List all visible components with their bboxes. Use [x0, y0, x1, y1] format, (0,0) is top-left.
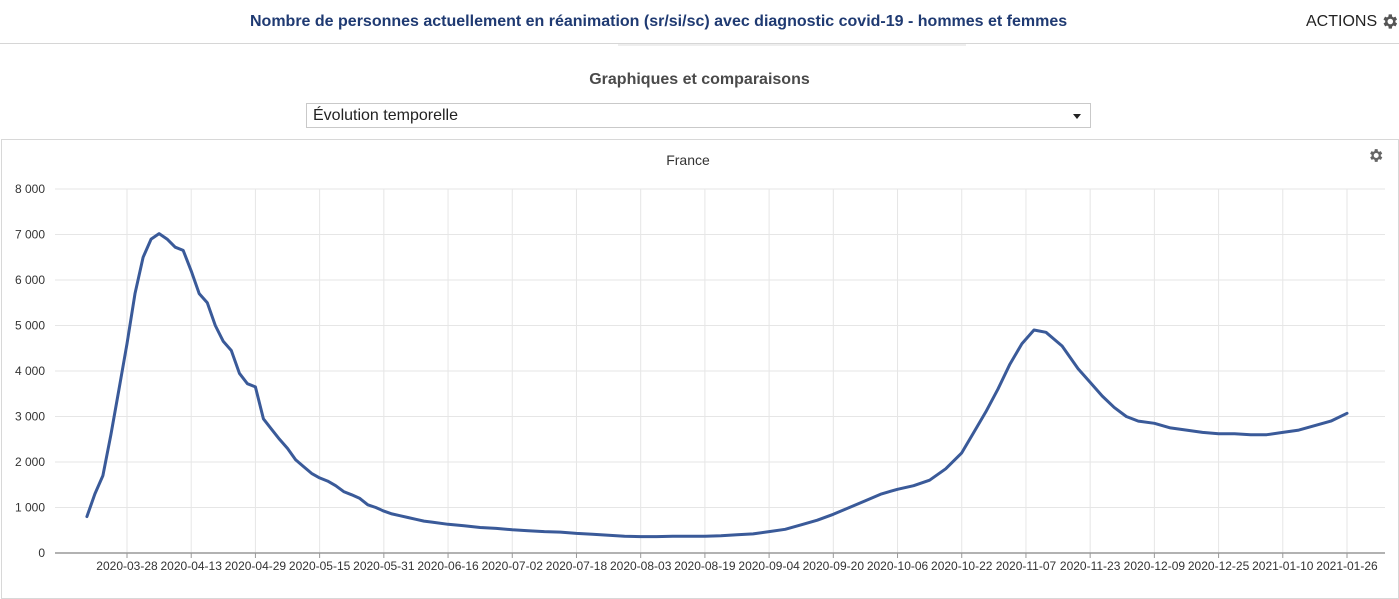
- x-axis-ticks: 2020-03-28 2020-04-13 2020-04-29 2020-05-15…: [96, 559, 1378, 573]
- x-tick-label: 2020-07-18: [546, 559, 608, 573]
- x-tick-label: 2020-08-03: [610, 559, 672, 573]
- x-tick-label: 2021-01-26: [1316, 559, 1378, 573]
- gear-icon: [1380, 12, 1399, 31]
- gear-icon: [1367, 149, 1384, 168]
- y-tick-label: 5 000: [15, 319, 45, 333]
- chevron-down-icon: [1073, 114, 1081, 119]
- actions-button[interactable]: ACTIONS: [1306, 12, 1399, 31]
- x-tick-label: 2020-10-22: [931, 559, 993, 573]
- y-tick-label: 3 000: [15, 410, 45, 424]
- series-line: [85, 232, 1349, 539]
- y-axis-ticks: 0 1 000 2 000 3 000 4 000 5 000 6 000 7 000 8 00…: [15, 182, 45, 560]
- section-title: Graphiques et comparaisons: [589, 71, 810, 88]
- x-tick-label: 2020-08-19: [674, 559, 736, 573]
- y-tick-label: 6 000: [15, 273, 45, 287]
- chart-panel: [1, 139, 1399, 599]
- horizontal-gridlines: [55, 188, 1385, 508]
- page-title: Nombre de personnes actuellement en réan…: [250, 13, 1068, 30]
- y-tick-label: 8 000: [15, 182, 45, 196]
- x-tick-label: 2020-09-20: [803, 559, 865, 573]
- x-tick-label: 2020-07-02: [482, 559, 544, 573]
- x-tick-label: 2020-05-15: [289, 559, 351, 573]
- y-tick-label: 7 000: [15, 228, 45, 242]
- x-tick-label: 2020-03-28: [96, 559, 158, 573]
- y-tick-label: 2 000: [15, 455, 45, 469]
- y-tick-label: 4 000: [15, 364, 45, 378]
- y-tick-label: 0: [38, 546, 45, 560]
- actions-label: ACTIONS: [1306, 12, 1378, 30]
- x-tick-label: 2020-06-16: [417, 559, 479, 573]
- y-tick-label: 1 000: [15, 501, 45, 515]
- x-tick-label: 2020-05-31: [353, 559, 415, 573]
- chart-type-select[interactable]: Évolution temporelle: [306, 103, 1091, 128]
- x-tick-label: 2020-04-13: [161, 559, 223, 573]
- x-tick-label: 2020-04-29: [225, 559, 287, 573]
- x-tick-label: 2021-01-10: [1252, 559, 1314, 573]
- title-underline: [618, 44, 966, 46]
- x-tick-label: 2020-10-06: [867, 559, 929, 573]
- vertical-gridlines: [126, 189, 1348, 558]
- top-bar: Nombre de personnes actuellement en réan…: [0, 0, 1399, 44]
- chart-settings-button[interactable]: [1367, 147, 1384, 164]
- chart-title: France: [666, 152, 710, 168]
- x-tick-label: 2020-09-04: [738, 559, 800, 573]
- x-tick-label: 2020-12-25: [1188, 559, 1250, 573]
- chart-type-select-value: Évolution temporelle: [313, 107, 458, 124]
- x-tick-label: 2020-11-07: [996, 559, 1057, 573]
- x-tick-label: 2020-11-23: [1060, 559, 1121, 573]
- x-tick-label: 2020-12-09: [1124, 559, 1186, 573]
